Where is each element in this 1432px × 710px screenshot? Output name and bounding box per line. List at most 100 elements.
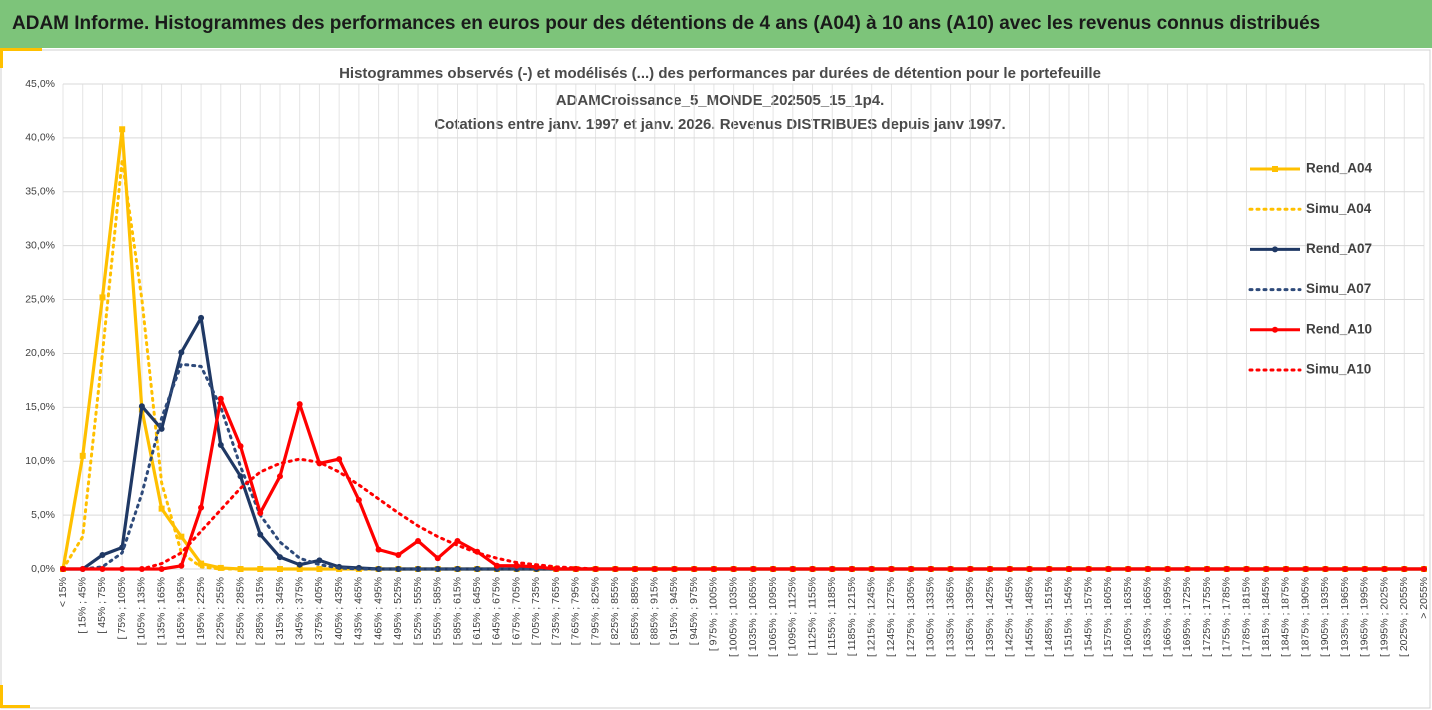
marker <box>276 554 283 561</box>
x-tick-label: [ 1785% ; 1815% <box>1240 577 1252 657</box>
x-tick-label: [ 735% ; 765% <box>550 577 562 645</box>
marker <box>99 294 106 301</box>
x-tick-label: [ 705% ; 735% <box>530 577 542 645</box>
marker <box>217 442 224 449</box>
legend-label: Rend_A07 <box>1306 241 1372 256</box>
x-tick-label: [ 855% ; 885% <box>629 577 641 645</box>
x-tick-label: [ 105% ; 135% <box>136 577 148 645</box>
marker <box>257 509 264 516</box>
marker <box>1125 566 1132 572</box>
chart-title: Histogrammes observés (-) et modélisés (… <box>339 65 1101 82</box>
x-tick-label: [ 1215% ; 1245% <box>865 577 877 657</box>
series-line <box>61 457 1426 571</box>
x-tick-label: [ 1065% ; 1095% <box>767 577 779 657</box>
y-tick-label: 10,0% <box>25 455 55 467</box>
legend-marker <box>1272 166 1278 172</box>
x-tick-label: [ 2025% ; 2055% <box>1398 577 1410 657</box>
x-tick-label: [ 1965% ; 1995% <box>1359 577 1371 657</box>
x-tick-label: [ 1695% ; 1725% <box>1181 577 1193 657</box>
marker <box>395 551 402 558</box>
marker <box>1342 566 1349 572</box>
x-tick-label: [ 45% ; 75% <box>96 577 108 634</box>
y-tick-label: 35,0% <box>25 186 55 198</box>
x-tick-label: [ 1185% ; 1215% <box>846 577 858 656</box>
x-tick-label: [ 1575% ; 1605% <box>1102 577 1114 657</box>
accent <box>0 48 3 68</box>
x-tick-label: [ 765% ; 795% <box>570 577 582 645</box>
x-tick-label: [ 315% ; 345% <box>274 577 286 645</box>
x-tick-label: [ 405% ; 435% <box>333 577 345 645</box>
x-tick-label: [ 675% ; 705% <box>510 577 522 645</box>
legend-marker <box>1272 246 1278 253</box>
legend-label: Rend_A10 <box>1306 321 1372 336</box>
marker <box>493 562 500 569</box>
y-tick-label: 5,0% <box>31 509 55 521</box>
x-tick-label: [ 1245% ; 1275% <box>885 577 897 657</box>
x-tick-label: [ 585% ; 615% <box>451 577 463 645</box>
legend-label: Simu_A07 <box>1306 281 1371 296</box>
marker <box>316 557 323 564</box>
marker <box>809 566 816 572</box>
x-tick-label: [ 1635% ; 1665% <box>1142 577 1154 657</box>
x-tick-label: [ 1995% ; 2025% <box>1378 577 1390 657</box>
marker <box>257 531 264 538</box>
y-tick-label: 30,0% <box>25 239 55 251</box>
marker <box>454 537 461 544</box>
chart-frame <box>0 49 1431 709</box>
x-tick-label: [ 165% ; 195% <box>175 577 187 645</box>
x-tick-label: [ 1455% ; 1485% <box>1023 577 1035 657</box>
x-tick-label: [ 435% ; 465% <box>353 577 365 645</box>
marker <box>1026 566 1033 572</box>
marker <box>355 497 362 504</box>
marker <box>237 443 244 450</box>
x-tick-label: [ 1155% ; 1185% <box>826 577 838 655</box>
marker <box>1006 566 1013 572</box>
x-tick-label: [ 15% ; 45% <box>77 577 89 634</box>
x-tick-label: [ 495% ; 525% <box>392 577 404 645</box>
marker <box>375 546 382 553</box>
marker <box>927 566 934 572</box>
marker <box>79 452 86 459</box>
x-tick-label: [ 1275% ; 1305% <box>905 577 917 657</box>
marker <box>178 349 185 356</box>
x-tick-label: [ 645% ; 675% <box>491 577 503 645</box>
x-tick-label: < 15% <box>57 577 69 607</box>
x-tick-label: [ 225% ; 255% <box>215 577 227 645</box>
marker <box>710 566 717 572</box>
x-tick-label: [ 1365% ; 1395% <box>964 577 976 657</box>
marker <box>198 560 205 567</box>
x-tick-label: [ 1725% ; 1755% <box>1201 577 1213 657</box>
header-title: ADAM Informe. Histogrammes des performan… <box>12 13 1320 34</box>
marker <box>592 566 599 572</box>
marker <box>178 533 185 540</box>
x-tick-label: [ 555% ; 585% <box>432 577 444 645</box>
marker <box>237 566 244 572</box>
marker <box>237 473 244 480</box>
x-tick-label: [ 915% ; 945% <box>668 577 680 645</box>
x-tick-label: [ 345% ; 375% <box>293 577 305 645</box>
x-tick-label: [ 1545% ; 1575% <box>1082 577 1094 657</box>
y-tick-label: 25,0% <box>25 293 55 305</box>
marker <box>217 564 224 571</box>
marker <box>198 504 205 511</box>
marker <box>296 401 303 408</box>
legend-marker <box>1272 326 1278 333</box>
x-tick-label: [ 1515% ; 1545% <box>1063 577 1075 657</box>
x-tick-label: [ 1845% ; 1875% <box>1280 577 1292 657</box>
x-tick-label: [ 135% ; 165% <box>155 577 167 645</box>
x-tick-label: [ 1125% ; 1155% <box>806 577 818 655</box>
x-tick-label: [ 1875% ; 1905% <box>1299 577 1311 657</box>
marker <box>1421 566 1427 572</box>
x-tick-label: [ 195% ; 225% <box>195 577 207 645</box>
marker <box>434 555 441 562</box>
x-tick-label: [ 1485% ; 1515% <box>1043 577 1055 657</box>
marker <box>158 505 165 512</box>
x-tick-label: [ 285% ; 315% <box>254 577 266 645</box>
marker <box>1223 566 1230 572</box>
y-tick-label: 40,0% <box>25 132 55 144</box>
marker <box>691 566 698 572</box>
marker <box>217 395 224 402</box>
marker <box>138 403 145 410</box>
accent <box>0 705 30 708</box>
marker <box>178 562 185 569</box>
